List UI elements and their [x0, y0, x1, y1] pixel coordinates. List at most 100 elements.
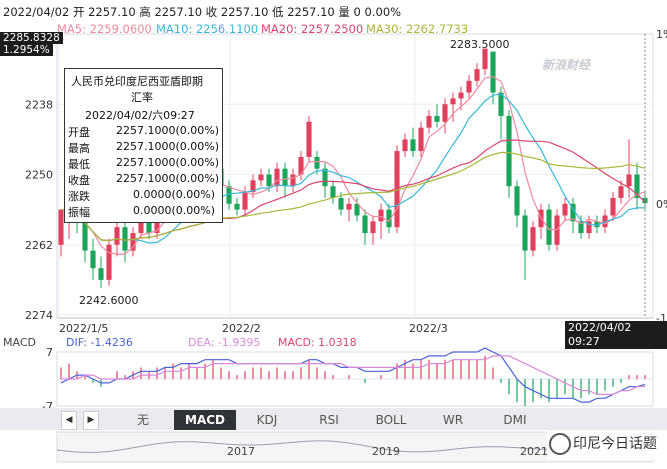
candle-body: [426, 115, 432, 128]
candle-body: [338, 197, 344, 210]
tab-rsi[interactable]: RSI: [319, 413, 339, 427]
tooltip-label-open: 开盘: [68, 126, 90, 139]
candle-body: [266, 174, 272, 187]
candle-body: [234, 203, 240, 210]
overview-year-2019: 2019: [372, 445, 400, 458]
date-label-jan: 2022/1/5: [59, 322, 109, 335]
candle-body: [554, 215, 560, 245]
candle-body: [402, 139, 408, 152]
ma30-line: [61, 151, 646, 242]
candle-body: [618, 186, 624, 198]
candle-body: [146, 221, 152, 234]
candle-body: [482, 48, 488, 70]
tooltip-label-low: 最低: [68, 158, 90, 171]
candle-body: [458, 92, 464, 99]
candle-body: [626, 174, 632, 187]
candle-body: [138, 221, 144, 234]
candle-body: [498, 92, 504, 116]
candle-body: [546, 209, 552, 245]
candle-body: [314, 156, 320, 169]
candle-body: [258, 174, 264, 181]
high-annotation: 2283.5000: [450, 38, 510, 51]
date-label-mar: 2022/3: [409, 322, 448, 335]
tab-macd[interactable]: MACD: [174, 410, 236, 430]
candle-body: [282, 168, 288, 187]
candle-body: [250, 180, 256, 193]
tooltip-value-low: 2257.1000(0.00%): [116, 156, 220, 169]
candle-body: [370, 221, 376, 234]
candle-body: [514, 186, 520, 216]
tooltip-title-line2: 汇率: [131, 91, 153, 104]
candle-body: [434, 115, 440, 122]
tooltip-title-line1: 人民币兑印度尼西亚盾即期: [71, 75, 203, 88]
candle-body: [98, 268, 104, 280]
overview-year-2017: 2017: [227, 445, 255, 458]
candle-body: [330, 186, 336, 198]
date-label-feb: 2022/2: [222, 322, 261, 335]
candle-body: [634, 174, 640, 198]
tab-kdj[interactable]: KDJ: [256, 413, 278, 427]
ohlc-tooltip: 人民币兑印度尼西亚盾即期 汇率 2022/04/02/六09:27 开盘 225…: [64, 68, 223, 223]
ma5-legend: MA5: 2259.0600: [57, 22, 152, 36]
candle-body: [386, 209, 392, 228]
macd-title: MACD: [3, 336, 36, 349]
candle-body: [530, 227, 536, 251]
top-percent-tag: 1.2954%: [0, 44, 53, 56]
quote-header-line: 2022/04/02 开 2257.10 高 2257.10 收 2257.10…: [3, 5, 402, 19]
overview-year-2021: 2021: [520, 445, 548, 458]
candle-body: [58, 209, 64, 245]
candle-body: [506, 115, 512, 187]
tooltip-value-open: 2257.1000(0.00%): [116, 124, 220, 137]
percent-tick-label: -1%: [656, 312, 667, 325]
candle-body: [570, 203, 576, 222]
candle-body: [442, 104, 448, 122]
candle-body: [354, 203, 360, 216]
wechat-icon: [549, 433, 571, 455]
cursor-date-tag: 2022/04/02 09:27: [565, 321, 667, 349]
candle-body: [474, 69, 480, 81]
macd-tick-label: -7: [42, 400, 53, 413]
scroll-left-button[interactable]: ◀: [61, 411, 77, 430]
candle-body: [450, 98, 456, 105]
price-tick-label: 2274: [25, 309, 53, 322]
candle-body: [586, 221, 592, 234]
candle-body: [298, 156, 304, 175]
candle-body: [466, 80, 472, 93]
tab-dmi[interactable]: DMI: [503, 413, 527, 427]
candle-body: [154, 215, 160, 234]
candle-body: [642, 197, 648, 204]
ma20-legend: MA20: 2257.2500: [261, 22, 364, 36]
price-tick-label: 2250: [25, 169, 53, 182]
top-price-tag: 2285.8328: [0, 32, 63, 44]
candle-body: [578, 221, 584, 234]
candle-body: [594, 221, 600, 228]
candle-body: [562, 203, 568, 216]
tab-none[interactable]: 无: [136, 413, 149, 427]
watermark-logo: 新浪财经: [542, 58, 591, 72]
low-annotation: 2242.6000: [79, 294, 139, 307]
candle-body: [522, 215, 528, 251]
ma5-line: [61, 76, 646, 255]
tooltip-value-close: 2257.1000(0.00%): [116, 172, 220, 185]
candle-body: [410, 139, 416, 152]
tooltip-label-close: 收盘: [68, 174, 90, 187]
indicator-tab-bar: [0, 408, 667, 430]
candle-body: [394, 151, 400, 228]
scroll-right-button[interactable]: ▶: [83, 411, 99, 430]
tooltip-datetime: 2022/04/02/六09:27: [85, 109, 195, 122]
candle-body: [274, 168, 280, 187]
candle-body: [114, 227, 120, 245]
tab-boll[interactable]: BOLL: [375, 413, 407, 427]
brand-text: 印尼今日话题: [573, 436, 657, 452]
price-tick-label: 2262: [25, 239, 53, 252]
tooltip-label-amplitude: 振幅: [68, 206, 90, 219]
candle-body: [122, 227, 128, 251]
candle-body: [226, 186, 232, 204]
candle-body: [490, 51, 496, 93]
candle-body: [346, 203, 352, 210]
candle-body: [82, 221, 88, 251]
tooltip-value-change: 0.0000(0.00%): [133, 188, 216, 201]
tab-wr[interactable]: WR: [442, 413, 464, 427]
candle-body: [290, 174, 296, 187]
